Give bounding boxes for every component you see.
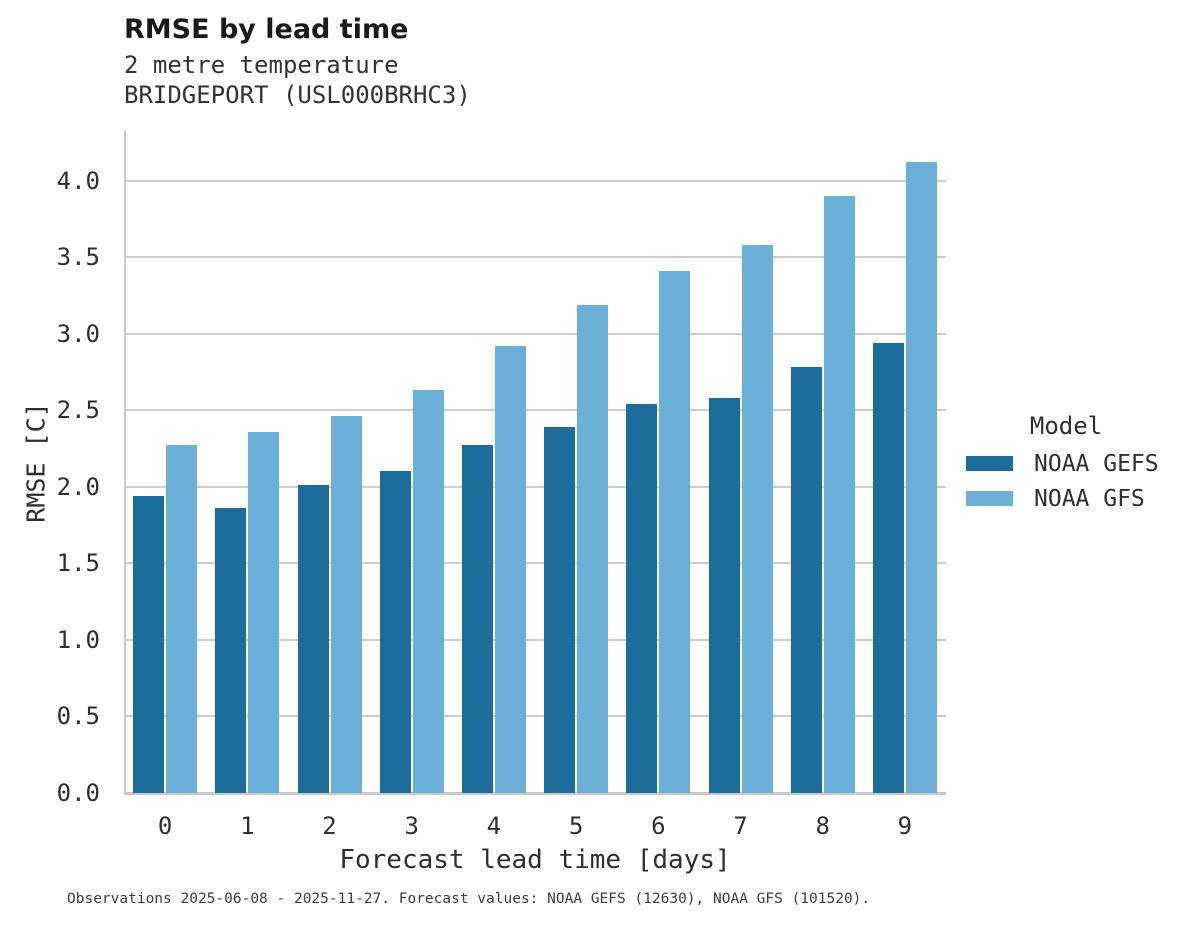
gridline: [124, 638, 946, 641]
y-tick-label: 0.5: [56, 702, 100, 731]
y-axis-spine: [124, 130, 126, 793]
bar-noaa-gfs-lead-4: [494, 345, 526, 793]
bar-noaa-gfs-lead-0: [166, 445, 198, 793]
bar-noaa-gfs-lead-6: [659, 270, 691, 793]
gridline: [124, 562, 946, 565]
y-tick-label: 0.0: [56, 779, 100, 807]
bar-noaa-gfs-lead-7: [741, 244, 773, 793]
y-tick-label: 1.5: [56, 549, 100, 578]
bar-noaa-gfs-lead-3: [412, 390, 444, 793]
legend-swatch-noaa-gefs: [966, 456, 1013, 471]
x-tick-label: 0: [157, 812, 173, 840]
x-tick-label: 7: [733, 812, 748, 840]
bar-noaa-gefs-lead-3: [379, 471, 411, 793]
x-tick-label: 8: [815, 812, 830, 840]
x-tick-label: 1: [240, 812, 255, 840]
x-tick-label: 9: [897, 812, 913, 840]
gridline: [124, 409, 946, 412]
chart-subtitle-station: BRIDGEPORT (USL000BRHC3): [124, 81, 471, 109]
y-tick-label: 4.0: [56, 166, 100, 195]
y-tick-label: 3.5: [56, 243, 100, 272]
bar-noaa-gfs-lead-1: [248, 431, 280, 793]
legend-label-noaa-gfs: NOAA GFS: [1034, 485, 1145, 512]
bar-noaa-gefs-lead-7: [708, 397, 740, 793]
bar-noaa-gefs-lead-9: [872, 342, 904, 793]
legend: Model NOAA GEFS NOAA GFS: [966, 412, 1176, 520]
x-tick-label: 2: [322, 812, 337, 840]
chart-subtitle-variable: 2 metre temperature: [124, 51, 399, 79]
x-tick-label: 3: [404, 812, 419, 840]
bar-noaa-gefs-lead-2: [297, 485, 329, 793]
gridline: [124, 256, 946, 259]
chart-title: RMSE by lead time: [124, 14, 409, 45]
gridline: [124, 332, 946, 335]
y-tick-label: 2.5: [56, 396, 100, 425]
bar-noaa-gefs-lead-0: [133, 495, 165, 793]
x-tick-label: 4: [486, 812, 502, 840]
bar-noaa-gefs-lead-4: [461, 445, 493, 793]
x-tick-label: 6: [651, 812, 666, 840]
bar-noaa-gfs-lead-5: [577, 304, 609, 793]
x-axis-label: Forecast lead time [days]: [339, 845, 731, 875]
footnote: Observations 2025-06-08 - 2025-11-27. Fo…: [67, 891, 871, 907]
x-tick-label: 5: [568, 812, 584, 840]
legend-item-gefs: NOAA GEFS: [966, 450, 1176, 477]
legend-item-gfs: NOAA GFS: [966, 485, 1176, 512]
bar-noaa-gefs-lead-8: [790, 367, 822, 793]
gridline: [124, 485, 946, 488]
gridline: [124, 715, 946, 718]
bar-noaa-gfs-lead-2: [330, 416, 362, 793]
bar-noaa-gefs-lead-5: [544, 427, 576, 793]
y-tick-label: 1.0: [56, 625, 100, 654]
bar-noaa-gefs-lead-1: [215, 508, 247, 793]
legend-title: Model: [1029, 412, 1103, 440]
y-tick-label: 2.0: [56, 472, 100, 501]
x-axis-spine: [124, 792, 946, 795]
y-tick-label: 3.0: [56, 319, 100, 348]
bar-noaa-gefs-lead-6: [626, 404, 658, 793]
bar-noaa-gfs-lead-9: [905, 162, 937, 793]
bar-noaa-gfs-lead-8: [823, 195, 855, 793]
gridline: [124, 179, 946, 182]
legend-label-noaa-gefs: NOAA GEFS: [1034, 450, 1159, 477]
legend-swatch-noaa-gfs: [966, 491, 1013, 506]
